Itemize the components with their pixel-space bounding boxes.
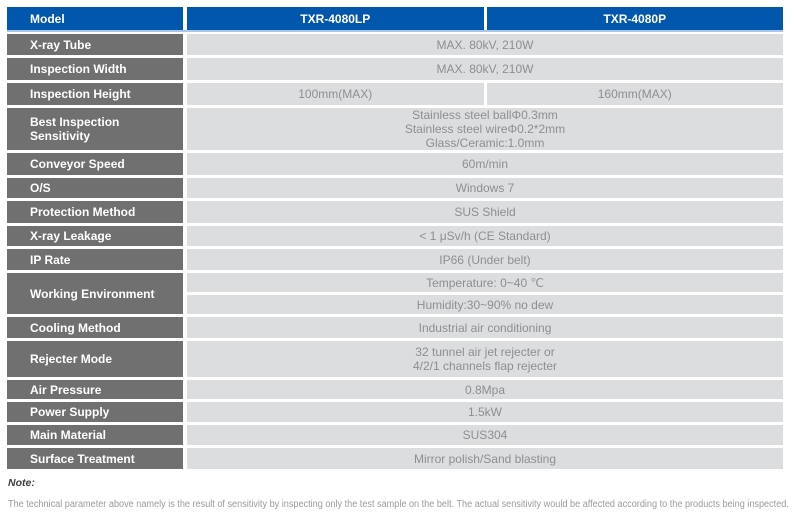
row-best-inspection-sensitivity: Best Inspection Sensitivity Stainless st… [7, 108, 783, 150]
row-x-ray-tube: X-ray Tube MAX. 80kV, 210W [7, 34, 783, 55]
note-body: The technical parameter above namely is … [8, 499, 789, 510]
spec-value-temperature: Temperature: 0~40 ℃ [187, 273, 783, 292]
header-label-model: Model [7, 7, 183, 30]
row-protection-method: Protection Method SUS Shield [7, 201, 783, 223]
spec-label: O/S [7, 178, 183, 198]
spec-value: MAX. 80kV, 210W [187, 58, 783, 80]
spec-value: 1.5kW [187, 402, 783, 422]
spec-value: < 1 μSv/h (CE Standard) [187, 226, 783, 246]
spec-label: Cooling Method [7, 317, 183, 338]
row-x-ray-leakage: X-ray Leakage < 1 μSv/h (CE Standard) [7, 226, 783, 246]
spec-value-txr-4080lp: 100mm(MAX) [187, 83, 484, 105]
footnote: Note: The technical parameter above name… [8, 477, 794, 514]
spec-label: Inspection Height [7, 83, 183, 105]
row-surface-treatment: Surface Treatment Mirror polish/Sand bla… [7, 448, 783, 469]
row-rejecter-mode: Rejecter Mode 32 tunnel air jet rejecter… [7, 341, 783, 377]
spec-label: Working Environment [7, 273, 183, 314]
spec-value: 0.8Mpa [187, 380, 783, 399]
spec-label: Protection Method [7, 201, 183, 223]
spec-label: Inspection Width [7, 58, 183, 80]
row-conveyor-speed: Conveyor Speed 60m/min [7, 153, 783, 175]
rejecter-line-2: 4/2/1 channels flap rejecter [412, 359, 558, 373]
spec-value: MAX. 80kV, 210W [187, 34, 783, 55]
spec-value: SUS304 [187, 425, 783, 445]
row-inspection-height: Inspection Height 100mm(MAX) 160mm(MAX) [7, 83, 783, 105]
spec-value: SUS Shield [187, 201, 783, 223]
spec-value: 60m/min [187, 153, 783, 175]
spec-label: Air Pressure [7, 380, 183, 399]
row-main-material: Main Material SUS304 [7, 425, 783, 445]
header-model-txr-4080p: TXR-4080P [486, 7, 783, 30]
spec-label: Conveyor Speed [7, 153, 183, 175]
spec-label: Rejecter Mode [7, 341, 183, 377]
spec-label: IP Rate [7, 249, 183, 270]
spec-label: X-ray Leakage [7, 226, 183, 246]
row-power-supply: Power Supply 1.5kW [7, 402, 783, 422]
spec-value-humidity: Humidity:30~90% no dew [187, 295, 783, 314]
spec-value-txr-4080p: 160mm(MAX) [486, 83, 783, 105]
spec-value: 32 tunnel air jet rejecter or 4/2/1 chan… [187, 341, 783, 377]
sensitivity-line-2: Stainless steel wireΦ0.2*2mm [404, 122, 566, 136]
row-cooling-method: Cooling Method Industrial air conditioni… [7, 317, 783, 338]
spec-label: Main Material [7, 425, 183, 445]
spec-value: Industrial air conditioning [187, 317, 783, 338]
spec-label: Best Inspection Sensitivity [7, 108, 183, 150]
spec-label: Surface Treatment [7, 448, 183, 469]
row-working-environment: Working Environment Temperature: 0~40 ℃ … [7, 273, 783, 314]
spec-label: Power Supply [7, 402, 183, 422]
row-ip-rate: IP Rate IP66 (Under belt) [7, 249, 783, 270]
sensitivity-line-3: Glass/Ceramic:1.0mm [425, 136, 545, 150]
header-model-txr-4080lp: TXR-4080LP [187, 7, 484, 30]
spec-value: Stainless steel ballΦ0.3mm Stainless ste… [187, 108, 783, 150]
spec-value: Windows 7 [187, 178, 783, 198]
table-header-row: Model TXR-4080LP TXR-4080P [7, 7, 783, 32]
row-os: O/S Windows 7 [7, 178, 783, 198]
rejecter-line-1: 32 tunnel air jet rejecter or [415, 345, 555, 359]
spec-value: Mirror polish/Sand blasting [187, 448, 783, 469]
spec-label: X-ray Tube [7, 34, 183, 55]
note-title: Note: [8, 477, 35, 489]
spec-table: Model TXR-4080LP TXR-4080P X-ray Tube MA… [7, 7, 783, 469]
spec-value: IP66 (Under belt) [187, 249, 783, 270]
row-air-pressure: Air Pressure 0.8Mpa [7, 380, 783, 399]
sensitivity-line-1: Stainless steel ballΦ0.3mm [412, 108, 558, 122]
row-inspection-width: Inspection Width MAX. 80kV, 210W [7, 58, 783, 80]
